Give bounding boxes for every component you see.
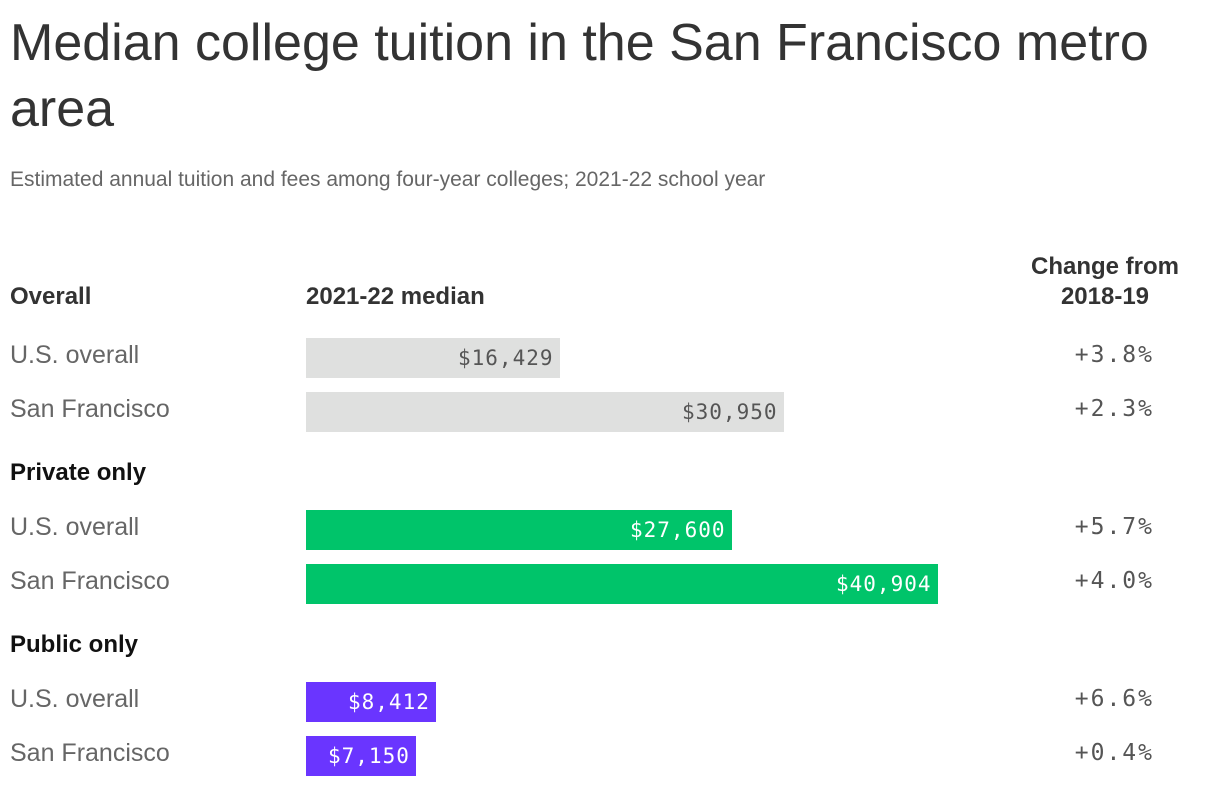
header-change: Change from 2018-19 — [1030, 253, 1179, 310]
bar-private-us — [306, 510, 732, 550]
header-overall: Overall — [10, 283, 92, 310]
row-label-private-us: U.S. overall — [10, 513, 140, 541]
change-overall-sf: +2.3% — [1074, 396, 1154, 422]
bar-public-sf — [306, 736, 416, 776]
row-label-private-sf: San Francisco — [10, 567, 170, 595]
change-overall-us: +3.8% — [1074, 342, 1154, 368]
group-label-public: Public only — [10, 631, 139, 658]
change-private-sf: +4.0% — [1074, 568, 1154, 594]
row-label-overall-us: U.S. overall — [10, 341, 140, 369]
change-public-sf: +0.4% — [1074, 740, 1154, 766]
group-label-private: Private only — [10, 459, 147, 486]
value-label-overall-sf: $30,950 — [682, 400, 778, 424]
value-label-public-sf: $7,150 — [328, 744, 410, 768]
bar-private-sf — [306, 564, 938, 604]
value-label-private-us: $27,600 — [630, 518, 726, 542]
row-label-public-us: U.S. overall — [10, 685, 140, 713]
chart-title: Median college tuition in the San Franci… — [10, 14, 1149, 138]
row-label-overall-sf: San Francisco — [10, 395, 170, 423]
row-label-public-sf: San Francisco — [10, 739, 170, 767]
value-label-private-sf: $40,904 — [836, 572, 932, 596]
bar-public-us — [306, 682, 436, 722]
header-median: 2021-22 median — [306, 283, 485, 310]
bar-overall-sf — [306, 392, 784, 432]
value-label-public-us: $8,412 — [348, 690, 430, 714]
value-label-overall-us: $16,429 — [458, 346, 554, 370]
chart-subtitle: Estimated annual tuition and fees among … — [10, 168, 766, 191]
change-private-us: +5.7% — [1074, 514, 1154, 540]
change-public-us: +6.6% — [1074, 686, 1154, 712]
bar-overall-us — [306, 338, 560, 378]
